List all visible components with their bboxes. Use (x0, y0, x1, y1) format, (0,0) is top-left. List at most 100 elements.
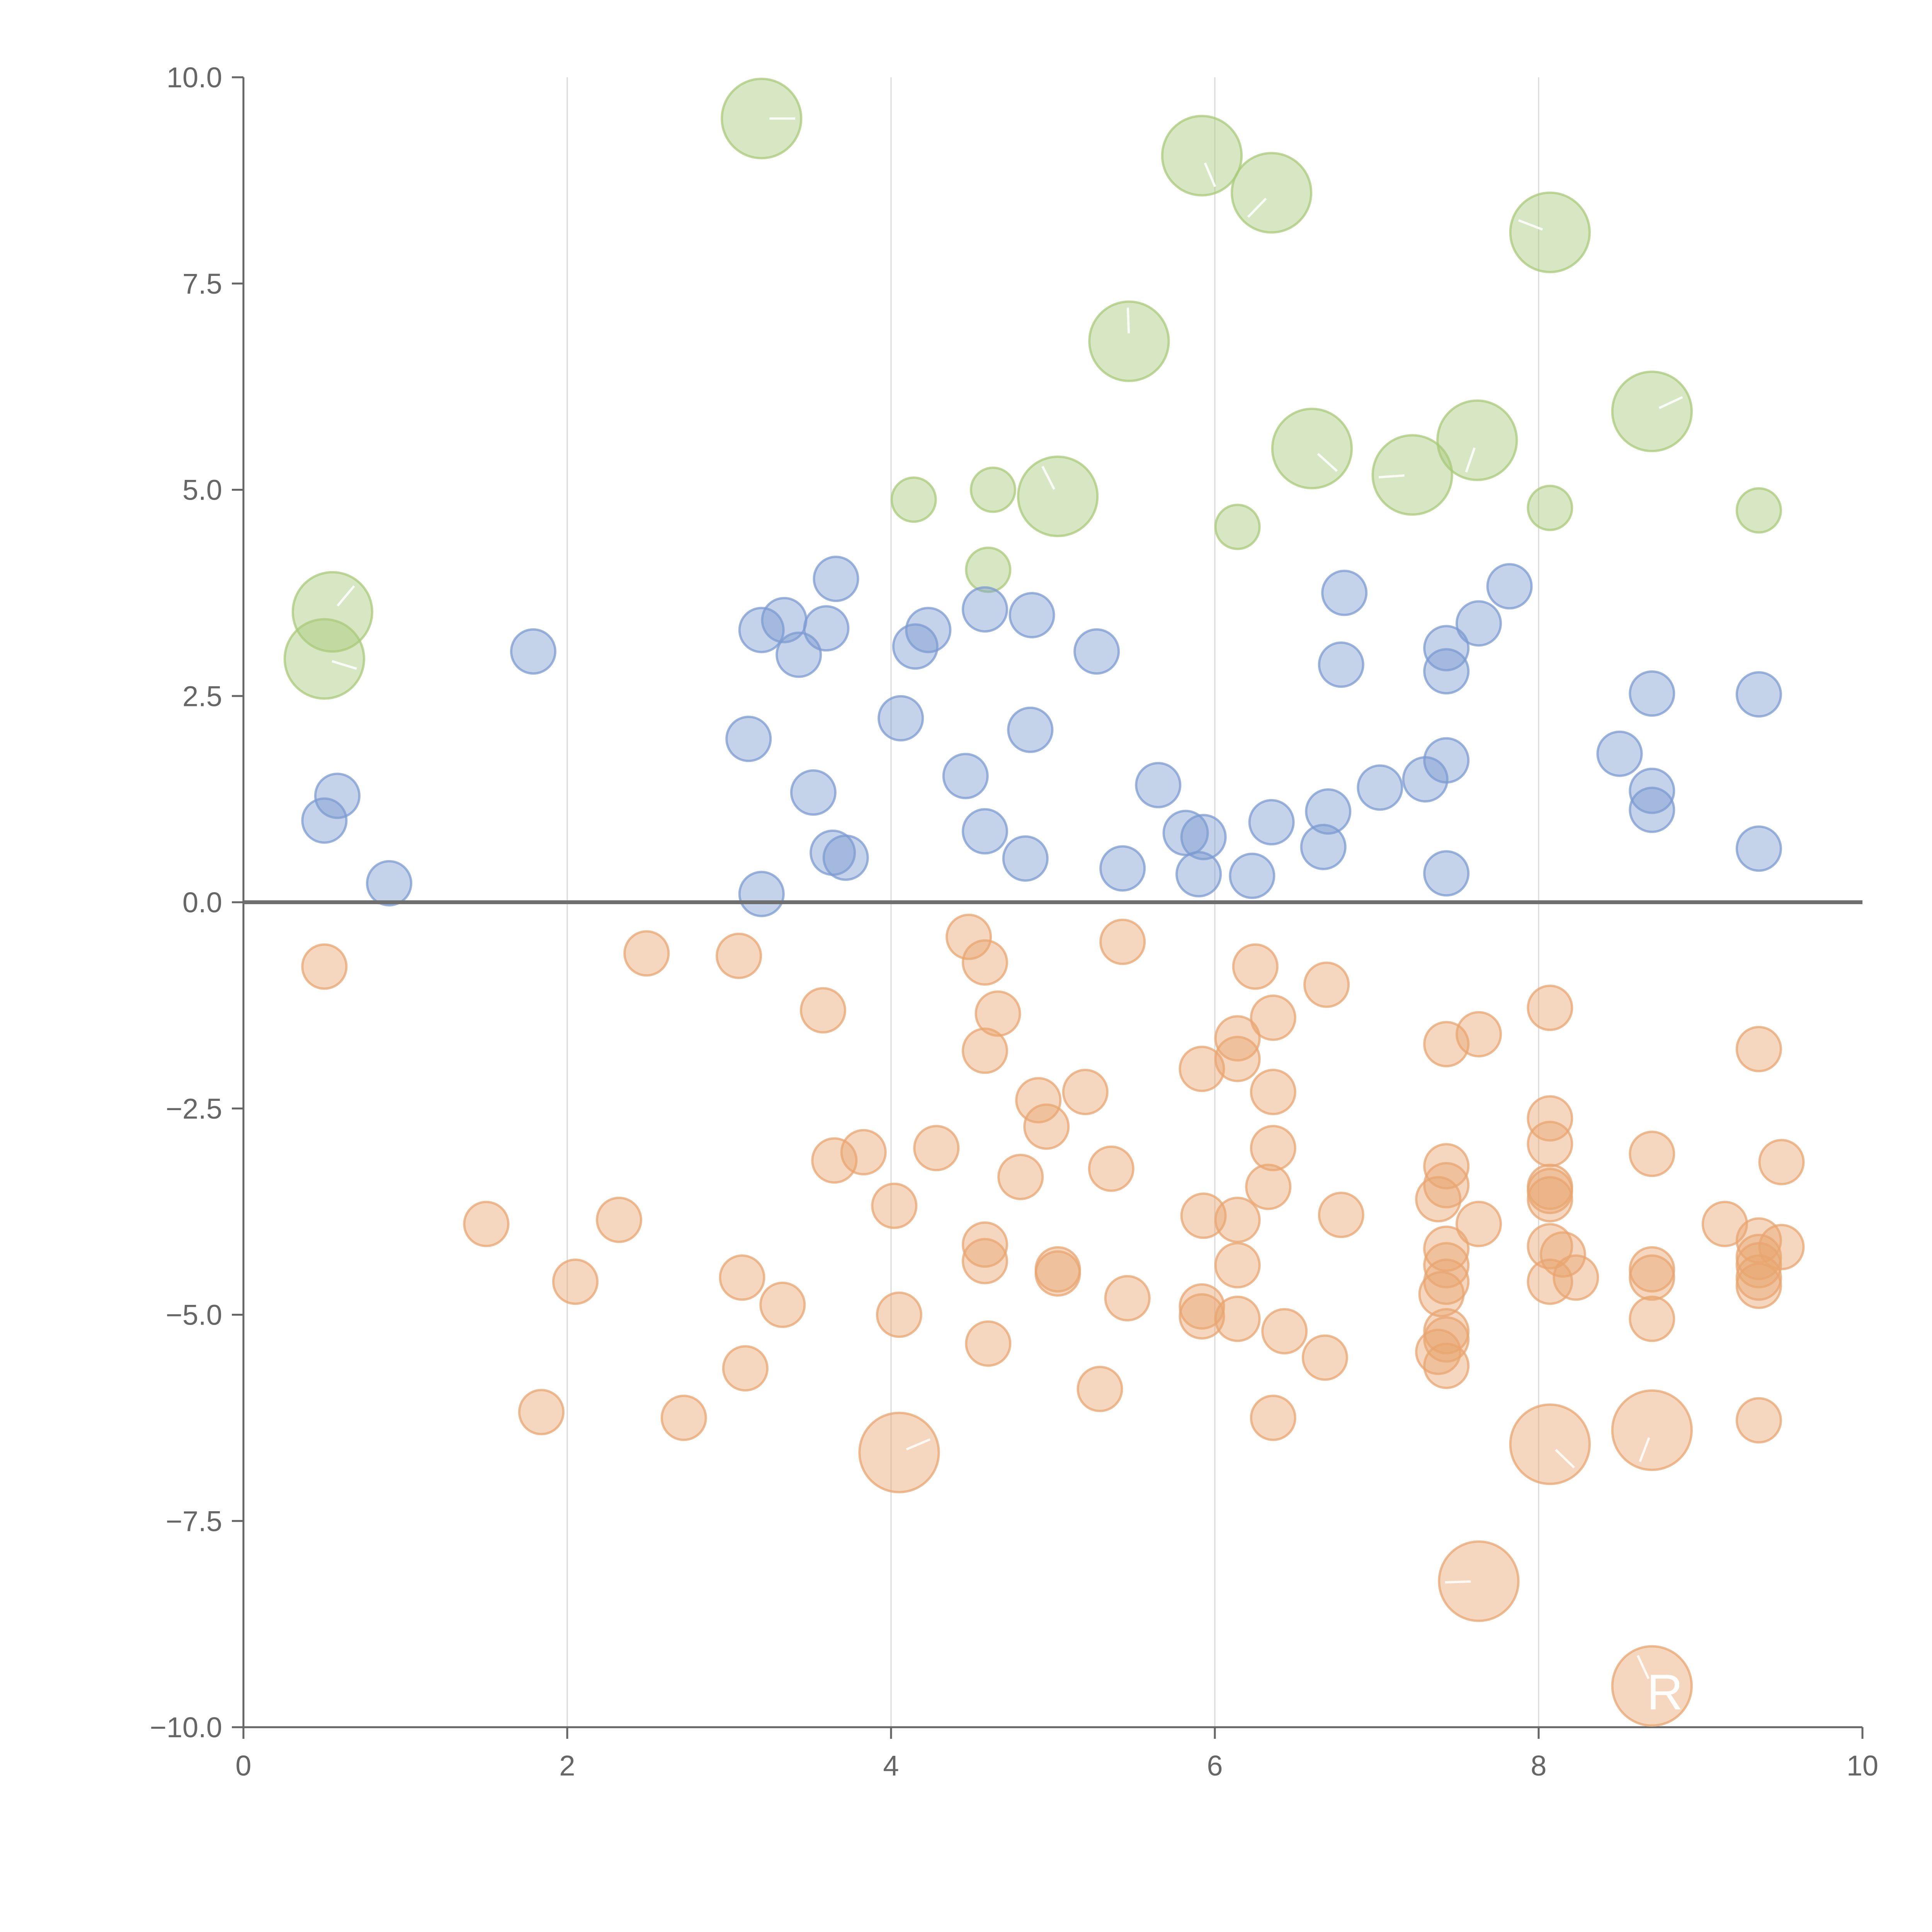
y-tick-label: 7.5 (182, 268, 222, 300)
orange-bubble (800, 987, 847, 1034)
orange-bubble (1423, 1162, 1470, 1209)
blue-bubble (314, 772, 361, 819)
orange-bubble (1104, 1275, 1151, 1321)
y-tick-label: −5.0 (166, 1299, 222, 1331)
blue-bubble (1175, 851, 1222, 898)
orange-bubble (1735, 1026, 1782, 1073)
orange-bubble (975, 990, 1021, 1037)
blue-bubble (1007, 706, 1054, 753)
green-bubble (1527, 485, 1573, 531)
blue-bubble (1321, 570, 1368, 616)
orange-bubble (1527, 1121, 1573, 1167)
green-bubble-mark (337, 585, 355, 607)
y-tick-label: −2.5 (166, 1093, 222, 1125)
orange-bubble (1423, 1242, 1470, 1289)
y-tick-label: 2.5 (182, 680, 222, 712)
green-bubble (1088, 300, 1170, 382)
orange-bubble (1611, 1645, 1693, 1727)
orange-bubble (1418, 1271, 1465, 1318)
green-bubble (721, 78, 803, 160)
blue-bubble (1002, 835, 1049, 882)
blue-bubble (366, 860, 413, 906)
orange-bubble (1062, 1069, 1109, 1116)
orange-bubble (1629, 1131, 1675, 1177)
orange-bubble (1250, 1395, 1296, 1441)
orange-bubble (876, 1291, 922, 1338)
blue-bubble (1229, 852, 1276, 899)
orange-bubble (1214, 1296, 1261, 1342)
orange-bubble (962, 1238, 1009, 1284)
green-bubble (1214, 503, 1261, 550)
blue-bubble (1735, 825, 1782, 872)
orange-bubble (1214, 1242, 1261, 1289)
orange-bubble (811, 1137, 858, 1184)
blue-bubble (790, 769, 837, 816)
blue-bubble (1735, 671, 1782, 718)
blue-bubble (776, 631, 822, 678)
orange-bubble (660, 1395, 707, 1441)
orange-bubble (1423, 1316, 1470, 1363)
orange-bubble (962, 1027, 1009, 1074)
orange-bubble (965, 1320, 1012, 1367)
y-tick-label: 5.0 (182, 474, 222, 506)
orange-bubble (962, 939, 1009, 986)
orange-bubble (1527, 1223, 1573, 1270)
blue-bubble (1099, 845, 1146, 892)
blue-bubble (878, 695, 924, 742)
orange-bubble (1099, 918, 1146, 965)
blue-bubble (1318, 641, 1364, 688)
orange-bubble (722, 1345, 769, 1392)
orange-bubble (913, 1125, 960, 1172)
orange-bubble (1303, 961, 1350, 1008)
orange-bubble (997, 1153, 1044, 1200)
orange-bubble (759, 1281, 806, 1328)
orange-bubble-mark (906, 1438, 931, 1451)
x-tick-label: 0 (235, 1750, 251, 1782)
orange-bubble (1180, 1192, 1227, 1239)
green-bubble (1161, 115, 1243, 197)
y-tick-label: 0.0 (182, 886, 222, 918)
blue-bubble (1248, 799, 1295, 845)
green-bubble-mark (332, 660, 357, 670)
orange-bubble (1455, 1011, 1502, 1058)
orange-bubble (623, 930, 670, 977)
orange-bubble (1758, 1139, 1805, 1185)
green-bubble (1509, 191, 1591, 273)
orange-bubble (518, 1389, 565, 1435)
orange-bubble-mark (1639, 1437, 1650, 1462)
orange-bubble (871, 1182, 918, 1229)
orange-bubble (1415, 1176, 1462, 1223)
orange-bubble (463, 1201, 510, 1247)
x-tick-label: 10 (1847, 1750, 1878, 1782)
orange-bubble (1250, 994, 1296, 1041)
orange-bubble (1415, 1328, 1462, 1375)
orange-bubble (596, 1196, 643, 1243)
blue-bubble (1180, 814, 1227, 861)
green-bubble-mark (1658, 396, 1683, 409)
green-bubble-mark (1126, 307, 1130, 333)
blue-bubble (1135, 762, 1182, 808)
blue-bubble (962, 808, 1009, 855)
orange-bubble (1250, 1069, 1296, 1116)
orange-bubble (301, 943, 348, 990)
orange-bubble (1214, 1036, 1261, 1082)
green-bubble (1271, 408, 1353, 490)
green-bubble (965, 546, 1012, 593)
orange-bubble (1423, 1342, 1470, 1389)
orange-bubble (1629, 1254, 1675, 1301)
orange-bubble (1735, 1262, 1782, 1309)
orange-bubble (1318, 1192, 1364, 1238)
orange-bubble (840, 1129, 887, 1175)
blue-bubble (738, 871, 785, 917)
orange-bubble (1301, 1334, 1348, 1381)
blue-bubble (1009, 592, 1055, 639)
orange-bubble (1214, 1196, 1261, 1243)
green-bubble-mark (1041, 466, 1055, 490)
green-bubble (283, 618, 366, 700)
green-bubble (1371, 434, 1453, 516)
orange-bubble (719, 1254, 765, 1301)
blue-bubble (822, 834, 869, 881)
label-layer: R (1647, 1664, 1683, 1720)
